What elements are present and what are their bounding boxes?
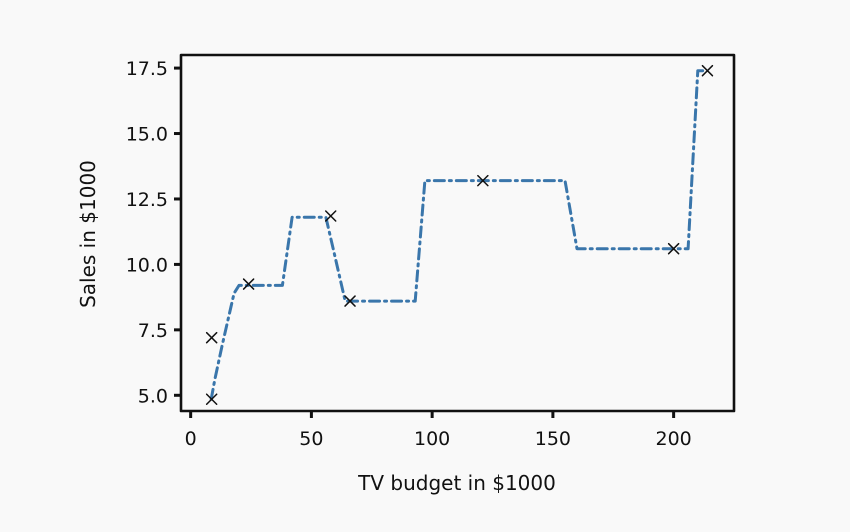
x-tick-label-150: 150 bbox=[535, 428, 571, 450]
x-tick-label-200: 200 bbox=[655, 428, 691, 450]
data-point-2 bbox=[242, 278, 255, 290]
tick-labels: 0 50 100 150 200 5.0 7.5 10.0 12.5 15.0 17.5 bbox=[126, 58, 692, 450]
y-axis-title: Sales in $1000 bbox=[76, 160, 100, 308]
x-tick-label-0: 0 bbox=[185, 428, 197, 450]
x-axis-title: TV budget in $1000 bbox=[357, 471, 556, 495]
series-line-0 bbox=[209, 69, 709, 401]
data-point-0 bbox=[205, 393, 218, 405]
y-tick-label-12.5: 12.5 bbox=[126, 189, 168, 211]
data-point-1 bbox=[205, 331, 218, 344]
data-point-3 bbox=[324, 210, 337, 222]
x-tick-label-50: 50 bbox=[299, 428, 323, 450]
y-tick-label-5.0: 5.0 bbox=[138, 385, 168, 407]
data-point-5 bbox=[477, 174, 489, 187]
data-point-4 bbox=[344, 295, 356, 307]
marker-layer bbox=[205, 64, 714, 405]
data-point-7 bbox=[701, 64, 714, 77]
x-tick-label-100: 100 bbox=[414, 428, 450, 450]
axes-border bbox=[179, 53, 736, 413]
series-layer bbox=[209, 69, 709, 401]
ticks bbox=[174, 66, 676, 418]
data-point-6 bbox=[667, 242, 680, 255]
y-tick-label-10.0: 10.0 bbox=[126, 254, 168, 276]
y-tick-label-17.5: 17.5 bbox=[126, 58, 168, 80]
y-tick-label-7.5: 7.5 bbox=[138, 320, 168, 342]
axes-frame bbox=[179, 53, 736, 413]
y-tick-label-15.0: 15.0 bbox=[126, 124, 168, 146]
